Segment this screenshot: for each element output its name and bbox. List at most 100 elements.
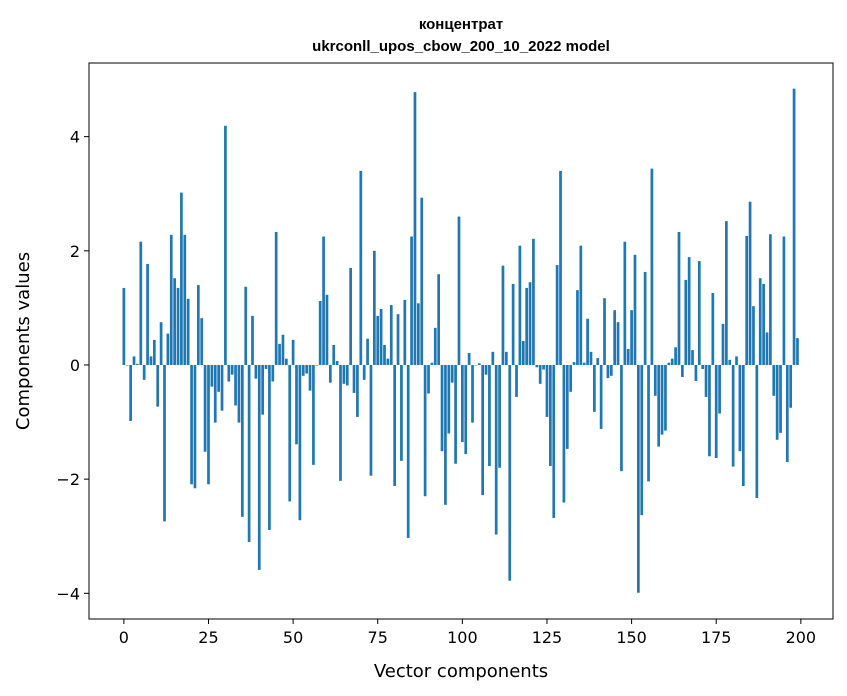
bar-104	[474, 364, 478, 366]
bar-164	[677, 231, 681, 365]
bar-33	[234, 364, 237, 406]
bar-35	[240, 364, 244, 517]
bar-11	[159, 322, 163, 365]
bar-119	[525, 287, 529, 365]
bar-132	[569, 364, 573, 392]
y-tick-label: 4	[70, 128, 80, 147]
bar-180	[731, 364, 735, 467]
bar-165	[681, 364, 684, 377]
bar-171	[701, 364, 705, 369]
bar-146	[616, 322, 620, 365]
bar-73	[369, 364, 373, 476]
bar-128	[555, 265, 559, 365]
x-axis-ticks: 0 25 50 75 100 125 150 175 200	[119, 619, 816, 647]
x-tick-label: 125	[532, 628, 563, 647]
bar-181	[735, 356, 738, 365]
bar-111	[498, 364, 501, 468]
bar-122	[535, 364, 539, 368]
bar-192	[772, 364, 776, 396]
bar-137	[586, 318, 589, 365]
x-tick-label: 50	[283, 628, 303, 647]
plot-frame	[88, 62, 834, 620]
bar-176	[718, 364, 721, 414]
bar-190	[765, 332, 769, 365]
bar-182	[738, 364, 742, 452]
bar-70	[359, 170, 363, 365]
bar-5	[139, 241, 143, 365]
bar-177	[721, 323, 725, 365]
bar-58	[318, 301, 322, 365]
bar-124	[542, 364, 545, 370]
bar-13	[166, 333, 170, 365]
bar-108	[488, 364, 491, 467]
bar-169	[694, 364, 698, 381]
bar-100	[461, 364, 464, 443]
bar-155	[647, 364, 650, 482]
bar-59	[322, 236, 325, 365]
bar-141	[599, 364, 603, 429]
bar-139	[593, 364, 596, 412]
bar-1	[125, 364, 129, 366]
bar-47	[281, 334, 285, 365]
bar-186	[752, 306, 755, 365]
chart-title-line-2: ukrconll_upos_cbow_200_10_2022 model	[312, 38, 610, 55]
y-tick-label: 2	[70, 242, 80, 261]
bar-40	[257, 364, 261, 570]
bar-147	[620, 364, 623, 472]
bar-160	[664, 364, 667, 431]
bar-3	[132, 356, 136, 365]
bar-67	[349, 267, 353, 365]
bar-86	[413, 92, 417, 365]
bar-126	[549, 364, 552, 467]
bar-112	[501, 265, 505, 365]
y-tick-label: −4	[56, 584, 80, 603]
bar-143	[606, 364, 610, 379]
bar-196	[785, 364, 789, 463]
bar-167	[687, 257, 691, 365]
bar-9	[152, 339, 156, 365]
bar-68	[352, 364, 356, 393]
bar-10	[156, 364, 160, 407]
bar-168	[691, 350, 694, 365]
bar-45	[274, 231, 278, 365]
bar-42	[264, 364, 268, 369]
bar-105	[477, 363, 481, 365]
bar-149	[626, 348, 630, 365]
bar-135	[579, 245, 583, 365]
bar-52	[298, 364, 302, 521]
bar-121	[532, 238, 535, 365]
bar-116	[515, 364, 518, 397]
bar-4	[136, 363, 139, 365]
bar-193	[775, 364, 779, 440]
bar-127	[552, 364, 556, 518]
bar-51	[295, 364, 298, 445]
x-tick-label: 75	[368, 628, 388, 647]
bar-25	[207, 364, 210, 485]
bar-53	[301, 364, 305, 376]
bar-0	[122, 287, 126, 365]
bar-101	[464, 364, 468, 455]
bar-162	[670, 358, 674, 365]
bar-76	[379, 309, 383, 365]
bar-114	[508, 364, 512, 581]
bar-170	[697, 261, 701, 365]
bar-65	[342, 364, 346, 384]
bar-79	[389, 305, 393, 365]
bar-131	[565, 364, 569, 449]
bar-21	[193, 364, 197, 489]
y-tick-label: 0	[70, 356, 80, 375]
bar-110	[494, 364, 498, 535]
bar-27	[213, 364, 217, 423]
bar-82	[400, 364, 403, 461]
bar-56	[312, 364, 315, 465]
bar-81	[396, 314, 400, 365]
bar-178	[725, 221, 728, 365]
bar-179	[728, 359, 732, 365]
bar-191	[769, 234, 772, 365]
bar-37	[247, 364, 251, 542]
x-tick-label: 25	[198, 628, 218, 647]
bar-103	[471, 364, 474, 423]
chart-title-line-1: концентрат	[419, 16, 503, 33]
y-axis-label: Components values	[13, 252, 34, 430]
bar-12	[163, 364, 166, 522]
